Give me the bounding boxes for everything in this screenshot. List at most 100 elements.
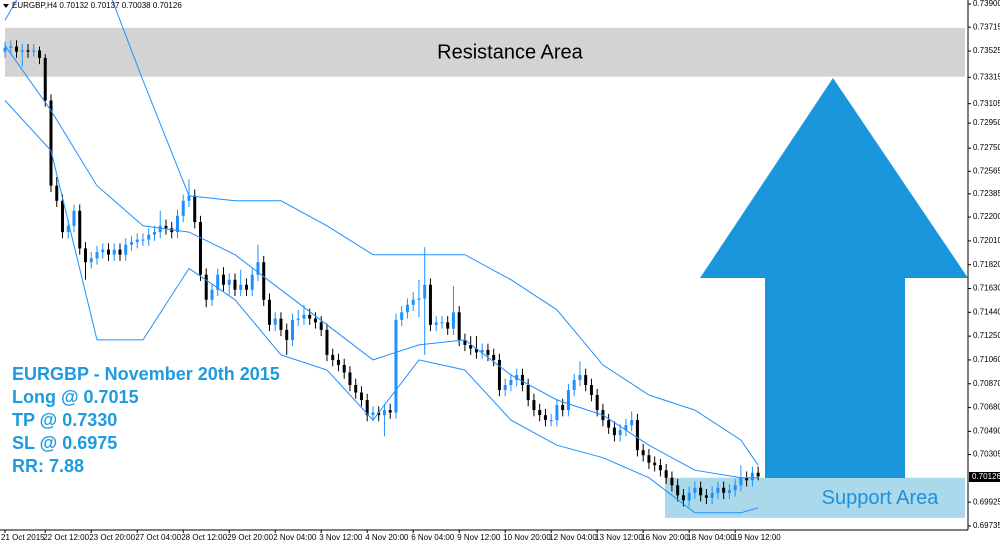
candle-body xyxy=(750,472,754,481)
candle-body xyxy=(492,354,496,360)
candle-body xyxy=(124,244,128,255)
candle-body xyxy=(417,298,421,300)
candle-body xyxy=(26,50,30,52)
candle-body xyxy=(446,322,450,329)
y-tick-label: 0.73715 xyxy=(973,22,1000,31)
candle-body xyxy=(95,252,99,259)
candle-body xyxy=(221,274,225,285)
candle-body xyxy=(434,322,438,325)
candle-body xyxy=(589,384,593,396)
candle-body xyxy=(595,395,599,411)
y-tick-label: 0.72010 xyxy=(973,236,1000,245)
candle-body xyxy=(607,420,611,428)
candle-body xyxy=(3,47,7,52)
y-tick-label: 0.70870 xyxy=(973,379,1000,388)
candle-body xyxy=(704,495,708,498)
candle-body xyxy=(555,405,559,421)
x-tick-label: 21 Oct 2015 xyxy=(1,533,45,542)
y-tick-label: 0.70490 xyxy=(973,426,1000,435)
candle-body xyxy=(365,400,369,416)
candle-body xyxy=(49,100,53,186)
candle-body xyxy=(710,492,714,498)
info-line: RR: 7.88 xyxy=(12,456,84,476)
candle-body xyxy=(745,477,749,481)
info-line: Long @ 0.7015 xyxy=(12,387,139,407)
candle-body xyxy=(515,374,519,380)
candle-body xyxy=(411,299,415,305)
candle-body xyxy=(308,314,312,319)
candle-body xyxy=(187,195,191,201)
candle-body xyxy=(405,304,409,313)
info-line: EURGBP - November 20th 2015 xyxy=(12,364,280,384)
candle-body xyxy=(262,262,266,300)
candle-body xyxy=(681,495,685,501)
candle-body xyxy=(227,279,231,285)
candle-body xyxy=(233,279,237,290)
candle-body xyxy=(739,477,743,486)
last-price-box xyxy=(969,471,1000,482)
candle-body xyxy=(400,312,404,320)
candle-body xyxy=(630,420,634,426)
candle-body xyxy=(509,379,513,385)
plot xyxy=(3,0,760,514)
candle-body xyxy=(89,258,93,263)
candle-body xyxy=(198,222,202,275)
y-tick-label: 0.73900 xyxy=(973,0,1000,8)
candle-body xyxy=(296,318,300,320)
candle-body xyxy=(480,349,484,353)
candle-body xyxy=(428,284,432,325)
candle-body xyxy=(618,430,622,436)
candle-body xyxy=(497,359,501,391)
candle-body xyxy=(716,487,720,493)
candle-body xyxy=(279,318,283,330)
header-icon xyxy=(3,4,9,8)
candle-body xyxy=(756,472,760,477)
candle-body xyxy=(32,50,36,52)
header: EURGBP,H4 0.70132 0.70137 0.70038 0.7012… xyxy=(12,1,182,10)
last-price-label: 0.70126 xyxy=(972,472,1000,481)
y-tick-label: 0.70680 xyxy=(973,403,1000,412)
candle-body xyxy=(204,274,208,300)
x-tick-label: 18 Nov 04:00 xyxy=(687,533,735,542)
zones: Resistance Area Support Area xyxy=(5,27,965,518)
zone xyxy=(665,477,965,518)
x-tick-label: 10 Nov 20:00 xyxy=(503,533,551,542)
candle-body xyxy=(135,239,139,243)
candle-body xyxy=(60,200,64,233)
candle-body xyxy=(394,319,398,413)
x-tick-label: 9 Nov 12:00 xyxy=(457,533,501,542)
x-tick-label: 3 Nov 12:00 xyxy=(319,533,363,542)
candle-body xyxy=(566,390,570,411)
candle-body xyxy=(302,314,306,319)
x-tick-label: 4 Nov 20:00 xyxy=(365,533,409,542)
y-tick-label: 0.72950 xyxy=(973,118,1000,127)
candle-body xyxy=(55,185,59,201)
candle-body xyxy=(285,329,289,340)
candle-body xyxy=(342,364,346,373)
band-line xyxy=(4,0,759,466)
candle-body xyxy=(699,487,703,496)
candle-body xyxy=(118,249,122,255)
candle-body xyxy=(141,239,145,241)
x-tick-label: 22 Oct 12:00 xyxy=(43,533,89,542)
candle-body xyxy=(451,312,455,329)
candle-body xyxy=(520,374,524,385)
x-tick-label: 6 Nov 04:00 xyxy=(411,533,455,542)
candle-body xyxy=(584,374,588,385)
candle-body xyxy=(313,318,317,323)
candle-body xyxy=(457,312,461,340)
y-tick-label: 0.73525 xyxy=(973,46,1000,55)
x-tick-label: 13 Nov 12:00 xyxy=(595,533,643,542)
candle-body xyxy=(532,400,536,411)
candle-body xyxy=(325,329,329,355)
candle-body xyxy=(290,319,294,340)
candle-body xyxy=(641,450,645,456)
candle-body xyxy=(175,215,179,233)
candle-body xyxy=(15,46,19,52)
candle-body xyxy=(463,339,467,345)
zone-label: Support Area xyxy=(822,487,940,509)
candle-body xyxy=(526,384,530,401)
candle-body xyxy=(722,487,726,493)
candle-body xyxy=(440,322,444,324)
candle-body xyxy=(727,490,731,493)
